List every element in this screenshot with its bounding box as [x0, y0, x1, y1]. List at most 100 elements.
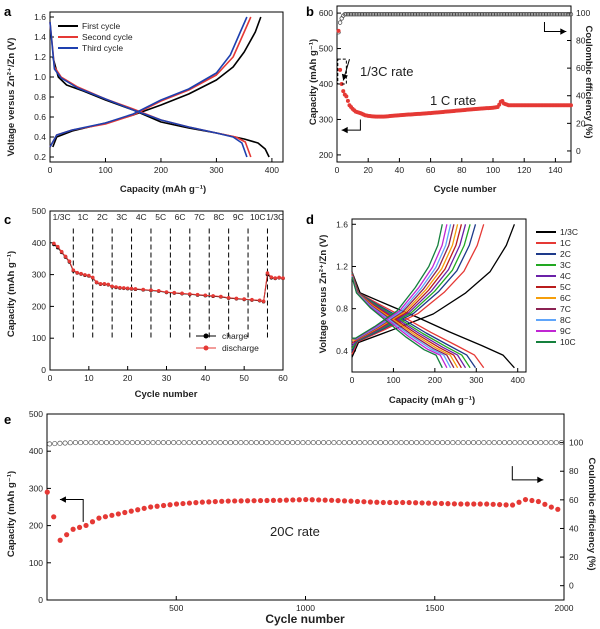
panel-e-ce-point	[103, 440, 110, 446]
panel-b-ce-point	[514, 12, 519, 17]
panel-c-xtick-label: 60	[278, 373, 288, 383]
panel-e-capacity-point	[89, 519, 96, 525]
panel-e-capacity-point	[303, 496, 309, 503]
panel-e-ce-point	[72, 440, 78, 446]
panel-b-ce-point	[459, 12, 464, 17]
panel-b-ce-point	[484, 12, 489, 17]
panel-c-legend-marker	[203, 333, 209, 339]
panel-a-ytick-label: 0.2	[34, 152, 46, 162]
panel-b-ce-point	[400, 12, 405, 17]
panel-e-y2label: Coulombic efficiency (%)	[586, 458, 597, 571]
panel-c-ytick-label: 500	[32, 206, 46, 216]
panel-b-ce-point	[473, 12, 478, 17]
panel-d-legend-label: 1C	[560, 238, 571, 248]
panel-a-xtick-label: 0	[48, 165, 53, 175]
panel-b-ce-point	[557, 12, 563, 17]
panel-e-capacity-point	[522, 496, 529, 503]
panel-e-letter: e	[4, 412, 11, 427]
panel-d-legend-label: 2C	[560, 249, 571, 259]
panel-b-ce-point	[373, 12, 379, 17]
panel-d-10C-charge-line	[352, 224, 443, 339]
panel-b-ce-point	[398, 12, 404, 17]
panel-c-ytick-label: 0	[41, 365, 46, 375]
panel-e-capacity-point	[335, 497, 341, 504]
panel-b-low-rate-arrow-head	[341, 73, 348, 81]
panel-b-ce-point	[348, 12, 354, 17]
panel-e-ce-point	[279, 440, 285, 446]
panel-e-ce-point	[424, 440, 430, 446]
panel-b-right-ytick-label: 60	[576, 63, 586, 73]
panel-e-ce-point	[284, 440, 290, 446]
panel-c-discharge-point	[125, 286, 130, 291]
panel-b-ce-point	[387, 12, 393, 17]
panel-c-discharge-point	[63, 254, 68, 259]
panel-b-ce-point	[564, 12, 569, 17]
panel-e-ce-point	[83, 440, 89, 446]
panel-b-ce-point	[386, 12, 391, 17]
panel-e-ce-point	[155, 440, 161, 446]
panel-b-ce-point	[517, 12, 522, 17]
panel-e-ce-point	[398, 440, 404, 446]
panel-d-2C-discharge-line	[351, 272, 477, 369]
panel-e-ce-point	[517, 440, 523, 446]
panel-b-ce-point	[356, 12, 361, 17]
panel-e-ce-point	[222, 440, 228, 446]
panel-e-capacity-point	[316, 497, 322, 503]
panel-a-series-2-charge-line	[49, 16, 252, 148]
panel-e-ce-point	[486, 440, 492, 446]
panel-e-capacity-point	[555, 506, 561, 512]
panel-c-discharge-point	[52, 241, 56, 246]
panel-b-ce-point	[425, 12, 430, 17]
panel-c-rate-label: 1C	[78, 212, 89, 222]
panel-b-ce-point	[411, 12, 416, 17]
panel-e-capacity-point	[509, 502, 516, 508]
panel-b-ce-point	[344, 12, 349, 17]
panel-e-capacity-point	[419, 500, 425, 506]
panel-e-ce-point	[217, 440, 223, 446]
panel-b-ce-point	[545, 12, 550, 17]
panel-e-capacity-point	[96, 515, 102, 521]
panel-e-right-ytick-label: 40	[569, 523, 579, 533]
panel-b-ce-point	[520, 12, 525, 17]
panel-a-letter: a	[4, 4, 12, 19]
panel-e-ce-point	[160, 440, 166, 446]
panel-e-capacity-point	[70, 526, 76, 532]
panel-b-ce-point	[405, 12, 410, 17]
panel-b-ce-point	[469, 12, 474, 17]
panel-e-capacity-point	[445, 501, 451, 507]
panel-e-ytick-label: 500	[29, 409, 43, 419]
panel-c-discharge-point	[133, 287, 138, 291]
panel-c-discharge-point	[110, 284, 114, 289]
panel-e-ce-point	[295, 440, 301, 446]
panel-e-ce-point	[372, 440, 378, 446]
panel-e-xtick-label: 1500	[425, 603, 444, 613]
panel-e-capacity-point	[154, 503, 160, 509]
panel-b-ce-point	[553, 12, 558, 17]
panel-e-capacity-point	[186, 500, 193, 506]
panel-e-capacity-point	[277, 497, 283, 503]
panel-b-xtick-label: 100	[486, 165, 500, 175]
panel-b-ce-point	[462, 12, 468, 17]
panel-b-ce-point	[461, 12, 466, 17]
panel-c-discharge-line	[53, 243, 284, 302]
panel-e-ce-point	[543, 440, 549, 446]
panel-a-plot-frame	[49, 11, 284, 163]
panel-b-capacity-axis-arrow	[341, 119, 361, 131]
panel-e-ce-point	[491, 440, 497, 446]
panel-e-capacity-point	[148, 504, 154, 510]
panel-b-ce-point	[532, 12, 538, 17]
panel-b-right-ytick-label: 20	[576, 118, 586, 128]
panel-e-capacity-point	[380, 499, 386, 506]
panel-b-ce-point	[458, 12, 463, 17]
panel-b-xtick-label: 20	[363, 165, 373, 175]
panel-b-ytick-label: 400	[319, 79, 333, 89]
panel-c-discharge-point	[195, 292, 200, 297]
panel-e-ce-point	[264, 440, 270, 446]
panel-b-ce-point	[562, 12, 567, 17]
panel-e-capacity-point	[367, 499, 373, 505]
panel-c-ytick-label: 300	[32, 270, 46, 280]
panel-e-capacity-point	[329, 497, 335, 503]
panel-b-ce-point	[406, 12, 411, 17]
panel-c-discharge-point	[87, 273, 91, 278]
panel-e-capacity-point	[348, 498, 354, 504]
